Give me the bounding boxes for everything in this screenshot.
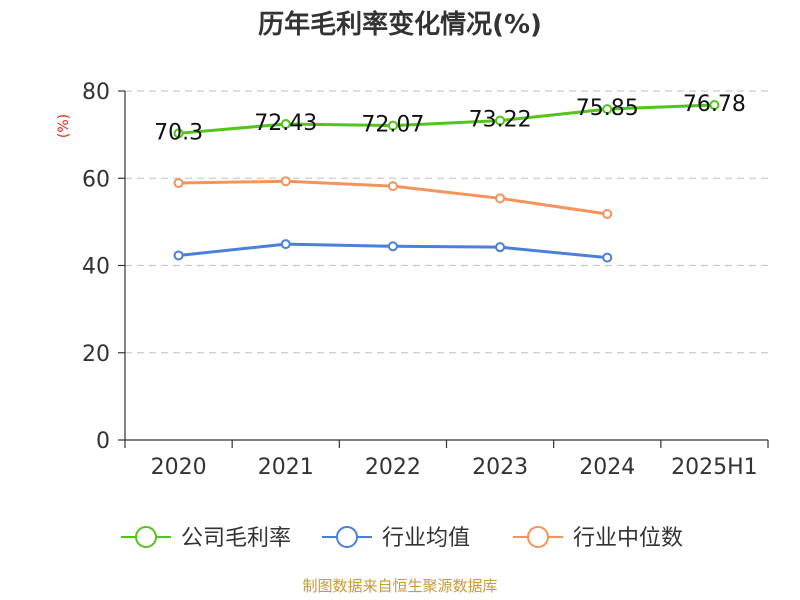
legend-marker [135, 526, 157, 548]
legend-marker [527, 526, 549, 548]
legend-item-0: 公司毛利率 [121, 526, 291, 551]
data-point [495, 242, 506, 253]
legend-item-1: 行业均值 [322, 526, 470, 551]
data-point [387, 120, 398, 131]
data-label: 75.85 [576, 96, 639, 121]
y-tick-label: 40 [82, 255, 110, 280]
legend-marker [336, 526, 358, 548]
x-tick-label: 2020 [151, 455, 207, 480]
data-point [495, 115, 506, 126]
x-tick-label: 2023 [472, 455, 528, 480]
data-point [387, 241, 398, 252]
data-point [280, 176, 291, 187]
data-point [173, 128, 184, 139]
legend-item-2: 行业中位数 [513, 526, 683, 551]
legend: 公司毛利率 行业均值 行业中位数 [121, 526, 683, 551]
data-label: 72.43 [254, 111, 317, 136]
y-tick-label: 0 [96, 429, 110, 454]
series-line [178, 103, 715, 135]
source-note: 制图数据来自恒生聚源数据库 [302, 577, 497, 595]
x-tick-label: 2022 [365, 455, 421, 480]
y-tick-label: 80 [82, 80, 110, 105]
data-point [602, 104, 613, 115]
axes: 0 20 40 60 80 2020 2021 2022 2023 2024 2025H1 [82, 80, 769, 480]
legend-label: 行业均值 [382, 526, 470, 551]
chart-title: 历年毛利率变化情况(%) [258, 9, 542, 40]
data-point [709, 100, 720, 111]
data-point [280, 119, 291, 130]
data-point [173, 250, 184, 261]
data-point [173, 178, 184, 189]
data-label: 76.78 [683, 92, 746, 117]
series-0: 70.3 72.43 72.07 73.22 75.85 76.78 [154, 92, 746, 145]
data-label: 73.22 [469, 108, 532, 133]
series-group: 70.3 72.43 72.07 73.22 75.85 76.78 [154, 92, 746, 263]
data-point [602, 252, 613, 263]
legend-label: 行业中位数 [573, 526, 683, 551]
x-tick-label: 2025H1 [671, 455, 758, 480]
data-point [495, 193, 506, 204]
y-axis-label: (%) [56, 114, 72, 138]
series-2 [173, 176, 613, 220]
data-label: 72.07 [361, 113, 424, 138]
data-label: 70.3 [154, 120, 203, 145]
y-tick-label: 60 [82, 167, 110, 192]
legend-label: 公司毛利率 [181, 526, 291, 551]
series-1 [173, 239, 613, 263]
data-point [602, 209, 613, 220]
x-tick-label: 2024 [579, 455, 635, 480]
data-point [280, 239, 291, 250]
x-tick-label: 2021 [258, 455, 314, 480]
data-point [387, 181, 398, 192]
y-tick-label: 20 [82, 342, 110, 367]
